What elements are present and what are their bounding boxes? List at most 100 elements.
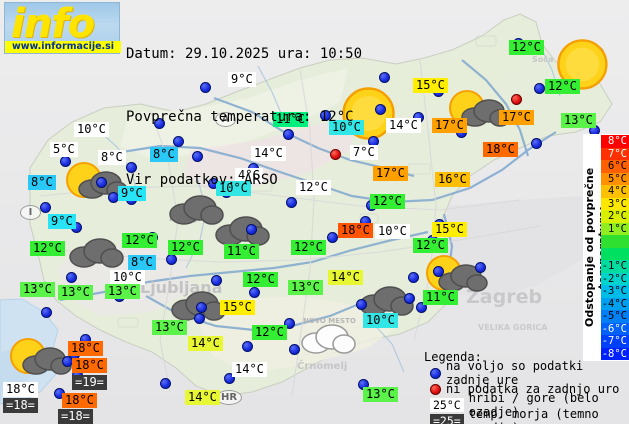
station-dot[interactable] (289, 344, 300, 355)
informacije-logo[interactable]: info www.informacije.si (4, 1, 121, 54)
station-dot[interactable] (283, 129, 294, 140)
station-dot[interactable] (96, 177, 107, 188)
station-dot[interactable] (404, 293, 415, 304)
temp-10c-a: 10°C (74, 122, 109, 137)
legend-row-0: na voljo so podatki zadnje ure (430, 359, 629, 387)
station-dot[interactable] (320, 110, 331, 121)
station-dot[interactable] (173, 136, 184, 147)
station-dot[interactable] (60, 156, 71, 167)
temp-9c-b: 9°C (48, 214, 76, 229)
temp-10c-c: 10°C (329, 120, 364, 135)
station-dot[interactable] (224, 373, 235, 384)
station-dot[interactable] (196, 302, 207, 313)
temp-14c-f: 14°C (185, 390, 220, 405)
legend-row-label: hribi / gore (belo ozadje) (468, 391, 599, 419)
station-dot[interactable] (194, 313, 205, 324)
scale-title: Odstopanje od povprečne temperature: (583, 167, 609, 328)
scale-row-2°C: 2°C (601, 210, 629, 223)
temp-15c-b: 15°C (432, 222, 467, 237)
wx-cloud-lj-w (68, 235, 124, 269)
temp-18c-e: 18°C (62, 393, 97, 408)
temp-7c: 7°C (350, 145, 378, 160)
scale-row--7°C: -7°C (601, 335, 629, 348)
temp-8c-b: 8°C (150, 147, 178, 162)
legend-mountain-chip-sample: 25°C (430, 398, 464, 412)
station-dot[interactable] (126, 162, 137, 173)
scale-row--5°C: -5°C (601, 310, 629, 323)
temp-11c-b: 11°C (224, 244, 259, 259)
station-dot[interactable] (200, 82, 211, 93)
scale-row--1°C: -1°C (601, 260, 629, 273)
marker-a: A (215, 112, 236, 127)
station-dot[interactable] (379, 72, 390, 83)
station-dot[interactable] (375, 104, 386, 115)
station-dot[interactable] (66, 272, 77, 283)
header-data-source: Vir podatkov: ARSO (126, 172, 278, 188)
station-dot[interactable] (286, 197, 297, 208)
temp-12c-j: 12°C (243, 272, 278, 287)
scale-row--2°C: -2°C (601, 272, 629, 285)
temp-13c-c: 13°C (20, 282, 55, 297)
temp-5c: 5°C (50, 142, 78, 157)
station-dot[interactable] (154, 118, 165, 129)
station-dot[interactable] (41, 307, 52, 318)
legend-rows: na voljo so podatki zadnje ure ni podatka… (424, 359, 629, 424)
temp-12c-f: 12°C (370, 194, 405, 209)
temp-15c-c: 15°C (220, 300, 255, 315)
station-dot[interactable] (192, 151, 203, 162)
temp-4c: 4°C (235, 168, 263, 183)
station-dot[interactable] (327, 232, 338, 243)
temp-13c-g: 13°C (363, 387, 398, 402)
temp-10c-e: 10°C (375, 224, 410, 239)
station-dot[interactable] (416, 302, 427, 313)
temp-18c-f: 18°C (3, 382, 38, 397)
temp-14c-e: 14°C (232, 362, 267, 377)
temp-15c-a: 15°C (413, 78, 448, 93)
temp-9c-c: 9°C (228, 72, 256, 87)
temp-16c: 16°C (435, 172, 470, 187)
temp-18c-b: 18°C (338, 223, 373, 238)
station-dot[interactable] (211, 275, 222, 286)
station-dot[interactable] (534, 83, 545, 94)
station-dot[interactable] (242, 341, 253, 352)
header-info-block: Datum: 29.10.2025 ura: 10:50 Povprečna t… (126, 2, 362, 233)
temp-11c-c: 11°C (423, 290, 458, 305)
wx-sun-big-ne (556, 38, 609, 91)
temp-11c-a: 11°C (273, 112, 308, 127)
station-dot[interactable] (408, 272, 419, 283)
temp-13c-a: 13°C (58, 285, 93, 300)
city-zagreb: Zagreb (466, 286, 543, 308)
station-dot[interactable] (249, 287, 260, 298)
city-soca: Soča (532, 55, 554, 64)
temp-8c-c: 8°C (28, 175, 56, 190)
scale-row-blank-8 (601, 235, 629, 248)
wx-sun-cloud-e (424, 253, 488, 295)
scale-row-4°C: 4°C (601, 185, 629, 198)
station-dot[interactable] (40, 202, 51, 213)
logo-url: www.informacije.si (5, 41, 121, 53)
temp-18c-d: 18°C (72, 358, 107, 373)
station-dot[interactable] (531, 138, 542, 149)
temp-18c-a: 18°C (483, 142, 518, 157)
temp-9c-a: 9°C (118, 186, 146, 201)
scale-row-3°C: 3°C (601, 197, 629, 210)
wx-cloud-white (300, 321, 356, 355)
station-dot[interactable] (166, 254, 177, 265)
station-dot[interactable] (356, 299, 367, 310)
station-dot[interactable] (433, 266, 444, 277)
temp-10c-b: 10°C (110, 270, 145, 285)
scale-row-7°C: 7°C (601, 147, 629, 160)
scale-row--3°C: -3°C (601, 285, 629, 298)
station-dot-nodata[interactable] (330, 149, 341, 160)
station-dot[interactable] (475, 262, 486, 273)
scale-row--8°C: -8°C (601, 347, 629, 360)
station-dot[interactable] (246, 224, 257, 235)
temp-17c-b: 17°C (373, 166, 408, 181)
station-dot[interactable] (284, 318, 295, 329)
station-dot[interactable] (160, 378, 171, 389)
temp-12c-i: 12°C (291, 240, 326, 255)
marker-hr: HR (216, 390, 242, 405)
city-velikagor: VELIKA GORICA (478, 323, 548, 332)
station-dot-nodata[interactable] (511, 94, 522, 105)
